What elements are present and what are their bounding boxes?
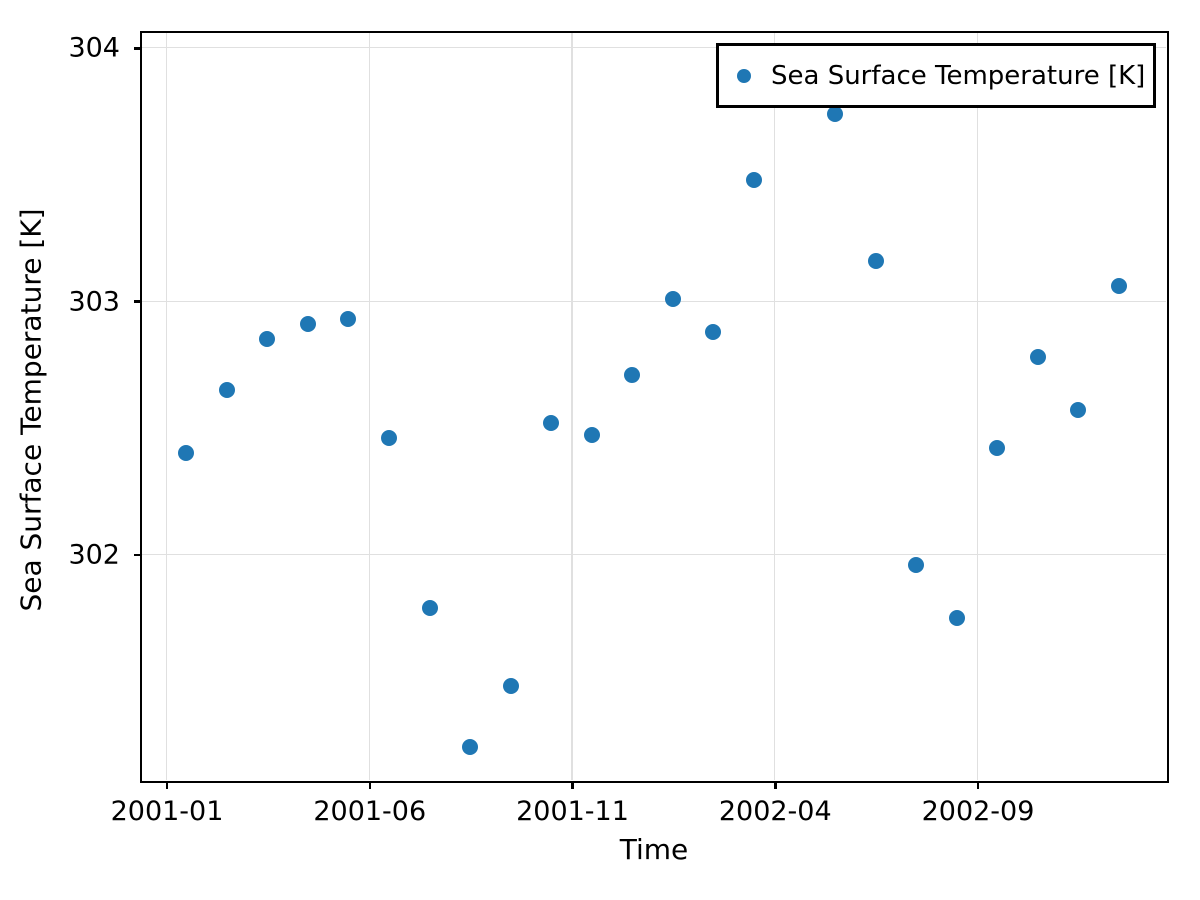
scatter-point bbox=[1029, 348, 1046, 365]
y-tick-label: 304 bbox=[68, 32, 120, 64]
scatter-point bbox=[218, 381, 235, 398]
x-tick-label: 2001-01 bbox=[110, 796, 224, 827]
scatter-point bbox=[583, 427, 600, 444]
gridline-horizontal bbox=[142, 553, 1166, 556]
x-tick-label: 2002-09 bbox=[921, 796, 1035, 827]
y-tick-mark bbox=[134, 47, 142, 50]
x-tick-mark bbox=[976, 781, 980, 789]
x-tick-label: 2002-04 bbox=[718, 796, 832, 827]
x-tick-mark bbox=[774, 781, 777, 789]
gridline-horizontal bbox=[142, 47, 1166, 49]
scatter-point bbox=[340, 310, 357, 327]
x-tick-label: 2001-11 bbox=[516, 796, 629, 827]
scatter-point bbox=[421, 599, 438, 616]
gridline-vertical bbox=[368, 33, 370, 780]
y-tick-mark bbox=[134, 553, 142, 557]
y-tick-label: 303 bbox=[68, 286, 120, 318]
scatter-point bbox=[664, 290, 681, 307]
x-tick-label: 2001-06 bbox=[313, 796, 427, 827]
legend-label: Sea Surface Temperature [K] bbox=[771, 60, 1146, 91]
scatter-point bbox=[380, 429, 397, 446]
plot-area bbox=[140, 31, 1169, 783]
scatter-point bbox=[1070, 402, 1087, 419]
gridline-vertical bbox=[976, 33, 979, 780]
x-tick-mark bbox=[571, 781, 574, 789]
scatter-point bbox=[178, 445, 195, 462]
gridline-horizontal bbox=[142, 300, 1166, 302]
scatter-point bbox=[948, 609, 965, 626]
x-tick-mark bbox=[165, 781, 169, 789]
legend: Sea Surface Temperature [K] bbox=[716, 43, 1156, 108]
scatter-point bbox=[502, 678, 519, 695]
x-axis-label: Time bbox=[619, 833, 689, 866]
scatter-point bbox=[705, 323, 722, 340]
gridline-vertical bbox=[165, 33, 168, 780]
scatter-point bbox=[745, 171, 762, 188]
y-tick-mark bbox=[134, 300, 142, 303]
scatter-point bbox=[462, 739, 479, 756]
x-tick-mark bbox=[368, 781, 371, 789]
scatter-point bbox=[543, 414, 560, 431]
scatter-point bbox=[867, 252, 884, 269]
scatter-point bbox=[624, 366, 641, 383]
y-tick-label: 302 bbox=[68, 539, 120, 571]
scatter-point bbox=[1110, 277, 1127, 294]
gridline-vertical bbox=[774, 33, 776, 780]
gridline-vertical bbox=[571, 33, 573, 780]
scatter-point bbox=[908, 556, 925, 573]
scatter-point bbox=[259, 331, 276, 348]
legend-marker-dot bbox=[737, 68, 751, 83]
scatter-point bbox=[989, 440, 1006, 457]
scatter-point bbox=[299, 315, 316, 332]
scatter-point bbox=[827, 105, 843, 122]
